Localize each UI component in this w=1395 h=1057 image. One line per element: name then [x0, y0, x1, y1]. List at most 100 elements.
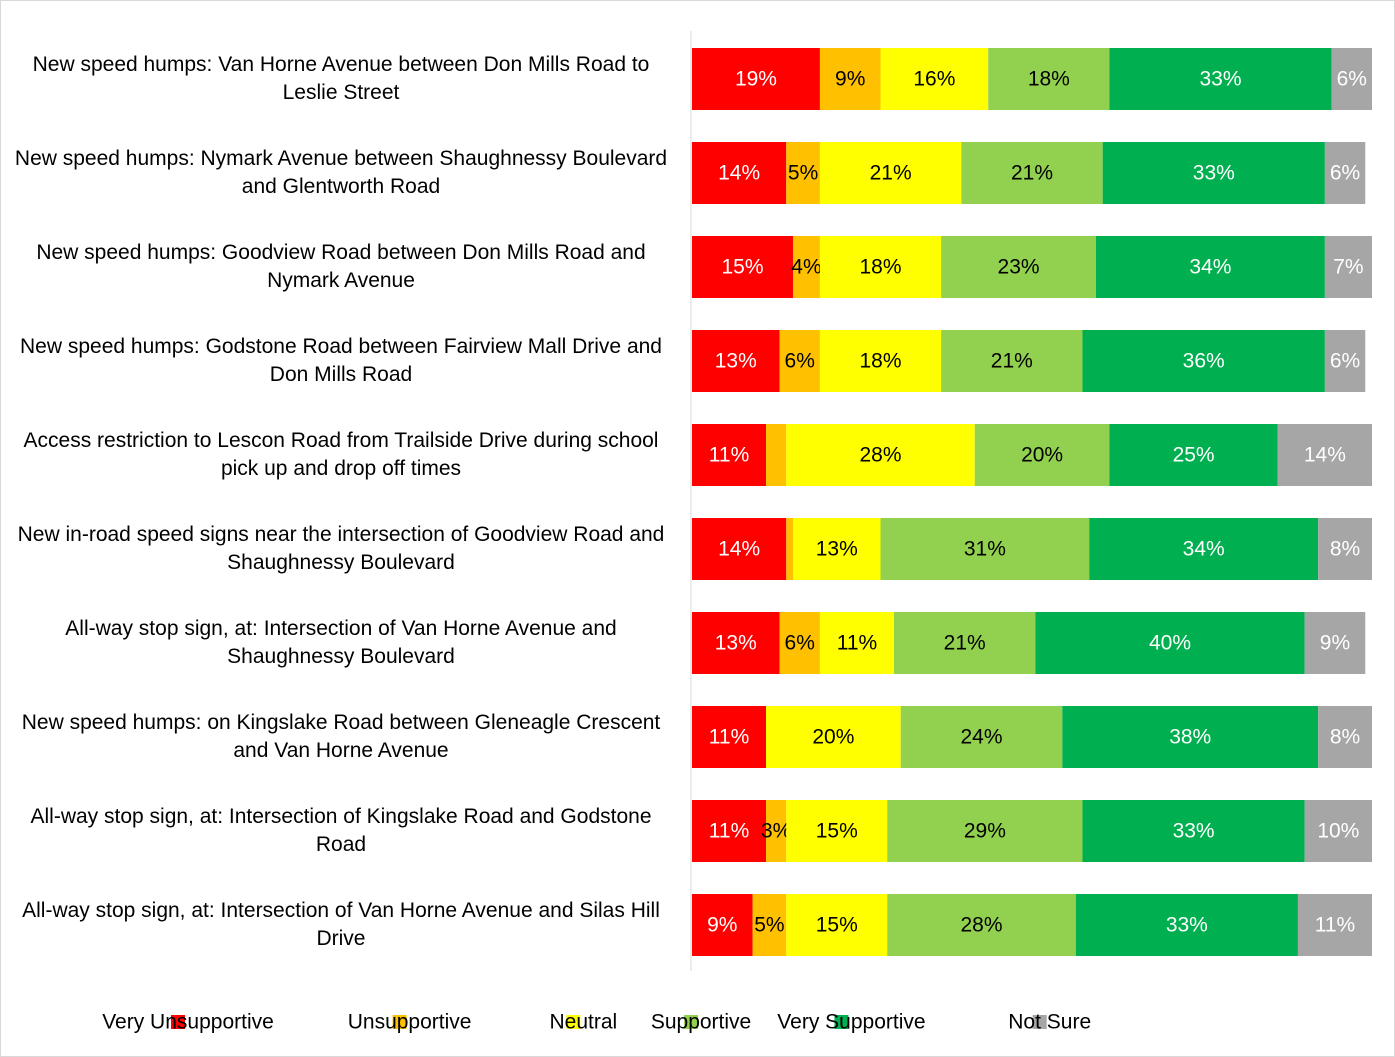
bar-segment — [887, 894, 1076, 956]
bar-segment — [1318, 706, 1372, 768]
data-label: 6% — [1330, 162, 1360, 185]
bar-segment — [1277, 424, 1372, 486]
category-label: Access restriction to Lescon Road from T… — [23, 429, 659, 480]
bar-segment — [1095, 236, 1325, 298]
bar-segment — [786, 518, 793, 580]
bar-segment — [887, 800, 1083, 862]
category-label: All-way stop sign, at: Intersection of V… — [65, 617, 617, 668]
data-label: 4% — [791, 256, 821, 279]
legend-swatch — [566, 1015, 581, 1029]
bar-segment — [819, 48, 881, 110]
data-label: 20% — [812, 726, 854, 749]
bar-segment — [692, 424, 767, 486]
data-label: 18% — [1028, 68, 1070, 91]
legend-swatch — [684, 1015, 699, 1029]
data-label: 15% — [721, 256, 763, 279]
legend-label: Very Unsupportive — [102, 1011, 274, 1034]
data-label: 14% — [1304, 444, 1346, 467]
bar-segment — [1082, 330, 1325, 392]
data-label: 33% — [1166, 914, 1208, 937]
bar-segment — [692, 236, 793, 298]
data-label: 14% — [718, 162, 760, 185]
data-label: 15% — [816, 820, 858, 843]
bar-segment — [779, 330, 820, 392]
bar-segment — [692, 894, 753, 956]
legend-label: Supportive — [651, 1011, 751, 1034]
bar-segment — [1075, 894, 1298, 956]
bar-segment — [893, 612, 1036, 674]
category-label: New speed humps: Goodview Road between D… — [36, 241, 646, 292]
bar-segment — [786, 894, 888, 956]
bar-segment — [692, 612, 780, 674]
bar-segment — [1109, 424, 1278, 486]
data-label: 28% — [859, 444, 901, 467]
bar-segment — [766, 424, 787, 486]
data-label: 9% — [835, 68, 865, 91]
bar-segment — [819, 612, 894, 674]
bar-segment — [1324, 142, 1366, 204]
legend-swatch — [171, 1015, 185, 1029]
data-label: 31% — [964, 538, 1006, 561]
data-label: 36% — [1183, 350, 1225, 373]
data-label: 20% — [1021, 444, 1063, 467]
bar-segment — [766, 800, 787, 862]
category-label: New in-road speed signs near the interse… — [17, 523, 665, 574]
data-label: 28% — [960, 914, 1002, 937]
data-label: 11% — [709, 820, 749, 843]
data-label: 34% — [1189, 256, 1231, 279]
bar-segment — [988, 48, 1110, 110]
legend-label: Neutral — [549, 1011, 617, 1034]
legend-swatch — [834, 1015, 849, 1029]
bar-segment — [941, 236, 1096, 298]
bar-segment — [692, 800, 767, 862]
bar-segment — [1035, 612, 1305, 674]
bar-segment — [692, 48, 820, 110]
data-label: 6% — [785, 632, 815, 655]
data-label: 16% — [913, 68, 955, 91]
bar-segment — [900, 706, 1063, 768]
data-label: 18% — [859, 256, 901, 279]
data-label: 9% — [707, 914, 737, 937]
data-label: 7% — [1333, 256, 1363, 279]
bar-segment — [1304, 800, 1372, 862]
bar-segment — [792, 518, 881, 580]
data-label: 8% — [1330, 726, 1360, 749]
data-label: 5% — [788, 162, 818, 185]
category-label: All-way stop sign, at: Intersection of V… — [22, 899, 660, 950]
data-label: 34% — [1183, 538, 1225, 561]
bar-segment — [1324, 236, 1372, 298]
data-label: 11% — [1315, 914, 1355, 937]
data-label: 40% — [1149, 632, 1191, 655]
data-label: 10% — [1317, 820, 1359, 843]
data-label: 21% — [1011, 162, 1053, 185]
data-label: 29% — [964, 820, 1006, 843]
data-label: 13% — [715, 350, 757, 373]
data-label: 13% — [715, 632, 757, 655]
category-label: New speed humps: Godstone Road between F… — [20, 335, 662, 386]
data-label: 33% — [1193, 162, 1235, 185]
data-label: 33% — [1199, 68, 1241, 91]
data-label: 15% — [816, 914, 858, 937]
bar-segment — [1304, 612, 1366, 674]
bar-segment — [819, 236, 942, 298]
data-label: 18% — [859, 350, 901, 373]
data-label: 21% — [944, 632, 986, 655]
bar-segment — [779, 612, 820, 674]
data-label: 5% — [754, 914, 784, 937]
bar-segment — [941, 330, 1083, 392]
data-label: 11% — [709, 444, 749, 467]
data-label: 14% — [718, 538, 760, 561]
data-label: 8% — [1330, 538, 1360, 561]
bar-segment — [1324, 330, 1366, 392]
data-label: 6% — [1330, 350, 1360, 373]
bar-segment — [974, 424, 1110, 486]
bar-segment — [1318, 518, 1372, 580]
data-label: 23% — [998, 256, 1040, 279]
legend-label: Very Supportive — [777, 1011, 925, 1034]
bar-segment — [1062, 706, 1319, 768]
bar-segment — [1102, 142, 1325, 204]
data-label: 11% — [709, 726, 749, 749]
data-label: 6% — [785, 350, 815, 373]
